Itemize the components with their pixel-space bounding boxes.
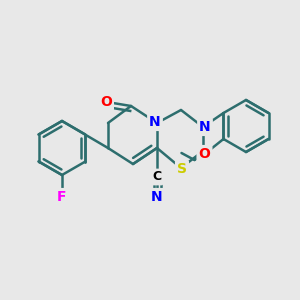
Text: C: C (152, 170, 162, 184)
Text: S: S (177, 162, 187, 176)
Text: N: N (149, 115, 161, 129)
Text: N: N (151, 190, 163, 204)
Text: N: N (199, 120, 211, 134)
Text: O: O (100, 95, 112, 109)
Text: F: F (57, 190, 67, 204)
Text: O: O (199, 147, 210, 161)
